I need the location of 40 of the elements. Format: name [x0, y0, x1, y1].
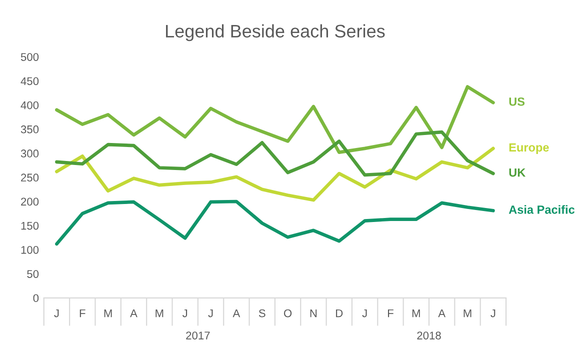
x-tick-label: J	[208, 309, 213, 318]
x-tick-label: F	[80, 309, 86, 318]
series-label: Europe	[509, 143, 549, 154]
x-tick-label: M	[464, 309, 472, 318]
x-tick-label: A	[438, 309, 446, 318]
y-tick-label: 350	[20, 125, 39, 134]
y-tick-label: 150	[21, 222, 39, 230]
y-tick-label: 300	[20, 150, 39, 158]
x-tick-label: J	[54, 309, 59, 318]
y-tick-label: 100	[21, 246, 39, 254]
x-tick-label: D	[336, 309, 343, 318]
x-tick-label: O	[284, 309, 292, 318]
x-tick-label: M	[156, 309, 164, 318]
line-series	[55, 146, 495, 202]
line-series	[55, 85, 495, 154]
y-tick-label: 250	[21, 174, 39, 182]
text: 2017	[186, 332, 210, 340]
x-tick-label: A	[232, 309, 240, 318]
x-tick-label: F	[388, 309, 394, 318]
x-tick-label: M	[412, 309, 420, 318]
x-tick-label: M	[104, 309, 112, 318]
x-tick-label: A	[130, 309, 138, 318]
y-tick-label: 0	[33, 294, 39, 302]
y-tick-label: 400	[20, 101, 39, 110]
y-tick-label: 450	[20, 77, 39, 86]
x-tick-label: S	[258, 309, 266, 318]
y-tick-label: 500	[20, 53, 39, 61]
text: 2018	[417, 332, 441, 340]
series-label: Asia Pacific	[508, 205, 575, 214]
x-tick-label: J	[490, 309, 496, 318]
x-tick-label: J	[362, 309, 367, 318]
chart-title: Legend Beside each Series	[166, 24, 385, 42]
x-tick-label: J	[182, 309, 188, 318]
line-series	[55, 130, 495, 177]
line-series	[55, 200, 495, 246]
x-tick-label: N	[310, 309, 317, 318]
series-label: US	[509, 97, 525, 106]
y-tick-label: 200	[21, 198, 39, 206]
y-tick-label: 50	[27, 270, 39, 278]
series-label: UK	[509, 168, 526, 177]
